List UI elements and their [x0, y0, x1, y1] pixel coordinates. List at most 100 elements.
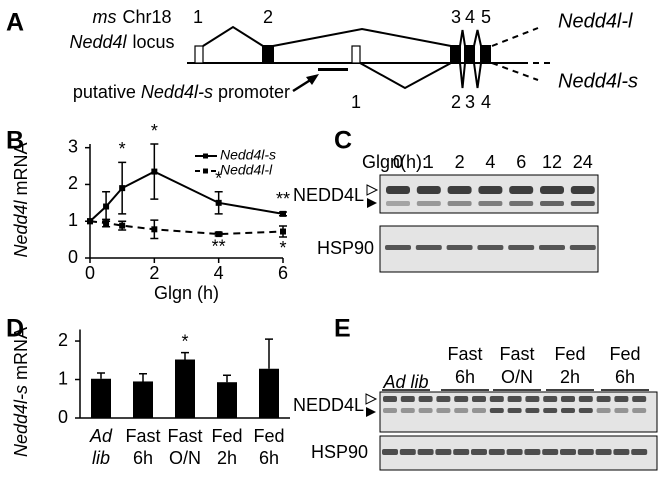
blot-band: [418, 408, 433, 413]
x-tick-label: 6: [278, 263, 288, 283]
blot-axis-label: Glgn(h):: [362, 152, 427, 172]
exon-number: 3: [465, 92, 475, 112]
legend-marker: [203, 153, 208, 159]
legend-marker: [203, 168, 208, 174]
intron: [473, 62, 482, 89]
blot-band: [596, 408, 611, 413]
blot-band: [614, 408, 629, 413]
blot-band: [570, 201, 595, 206]
isoform-connector: [491, 62, 539, 81]
legend-label: Nedd4l-l: [220, 162, 273, 178]
blot-band: [436, 396, 451, 402]
blot-band: [477, 245, 504, 250]
gene: Nedd4l: [69, 32, 127, 52]
blot-band: [436, 408, 451, 413]
blot-band: [560, 449, 576, 455]
blot-band: [489, 396, 504, 402]
intron: [459, 62, 466, 89]
x-tick-label: 0: [85, 263, 95, 283]
blot-band: [632, 408, 647, 413]
legend-label: Nedd4l-s: [220, 147, 276, 163]
blot-band: [543, 408, 558, 413]
panel-label: D: [6, 315, 24, 343]
blot-band: [539, 245, 565, 250]
blot-band: [509, 186, 534, 194]
blot-band: [400, 396, 415, 402]
promoter-region: [318, 68, 348, 71]
panel-label: B: [6, 127, 24, 155]
blot-band: [447, 201, 472, 206]
data-point: [87, 218, 93, 225]
y-tick-label: 0: [68, 247, 78, 267]
blot-band: [478, 186, 503, 194]
locus-label: Nedd4l locus: [69, 32, 174, 52]
exon-number: 3: [451, 7, 461, 27]
x-tick-label: Ad: [89, 426, 113, 446]
blot-band: [578, 408, 593, 413]
group-label: 2h: [560, 367, 580, 387]
exon-number: 4: [481, 92, 491, 112]
x-tick-label: 6h: [133, 448, 153, 468]
panel-label: A: [6, 9, 24, 37]
blot-band: [385, 245, 411, 250]
group-label: Fast: [447, 344, 482, 364]
y-axis-label: Nedd4l-s mRNA: [11, 327, 31, 457]
y-tick-label: 1: [58, 368, 68, 388]
bar: [259, 368, 279, 418]
y-axis-label-part: Nedd4l: [11, 199, 31, 257]
y-tick-label: 2: [68, 173, 78, 193]
blot-band: [595, 449, 612, 455]
blot-band: [472, 408, 486, 413]
data-point: [119, 185, 126, 192]
intron: [459, 29, 466, 47]
blot-band: [488, 449, 505, 455]
band-marker-filled: [366, 407, 376, 417]
blot-band: [570, 186, 595, 194]
blot-band: [415, 245, 442, 250]
x-tick-label: 4: [214, 263, 224, 283]
exon: [450, 45, 461, 64]
blot-band: [400, 408, 415, 413]
species: ms: [92, 7, 116, 27]
lane-label: 6: [516, 152, 526, 172]
isoform-connector: [491, 27, 539, 47]
blot-band: [614, 396, 629, 402]
blot-band: [416, 186, 441, 194]
data-point: [280, 210, 286, 217]
lane-label: 1: [424, 152, 434, 172]
exon: [262, 45, 274, 64]
blot-band: [399, 449, 416, 455]
y-tick-label: 1: [68, 210, 78, 230]
blot-band: [569, 245, 596, 250]
isoform-label: Nedd4l-l: [558, 10, 633, 32]
error-bar: [139, 373, 147, 382]
x-tick-label: 2h: [217, 448, 237, 468]
blot-row-label: NEDD4L: [293, 395, 364, 415]
blot-band: [561, 408, 575, 413]
blot-band: [525, 396, 540, 402]
promoter-label: putative Nedd4l-s promoter: [73, 82, 290, 102]
blot-band: [578, 396, 593, 402]
data-point: [103, 203, 110, 210]
series-line: [89, 220, 284, 236]
error-bar: [265, 338, 273, 369]
locus: locus: [133, 32, 175, 52]
intron: [272, 27, 452, 47]
exon-number: 1: [193, 7, 203, 27]
blot-band: [507, 396, 522, 402]
intron: [359, 62, 452, 90]
exon-noncoding: [351, 45, 361, 64]
blot-band: [542, 449, 559, 455]
significance: *: [119, 139, 126, 159]
group-label: Fed: [554, 344, 585, 364]
band-marker-open: [366, 184, 379, 196]
blot-band: [506, 449, 523, 455]
exon-number: 2: [451, 92, 461, 112]
significance: **: [276, 189, 290, 209]
blot-band: [386, 186, 410, 194]
chromosome: Chr18: [122, 7, 171, 27]
blot-band: [561, 396, 575, 402]
data-point: [151, 168, 158, 175]
data-point: [103, 220, 110, 227]
